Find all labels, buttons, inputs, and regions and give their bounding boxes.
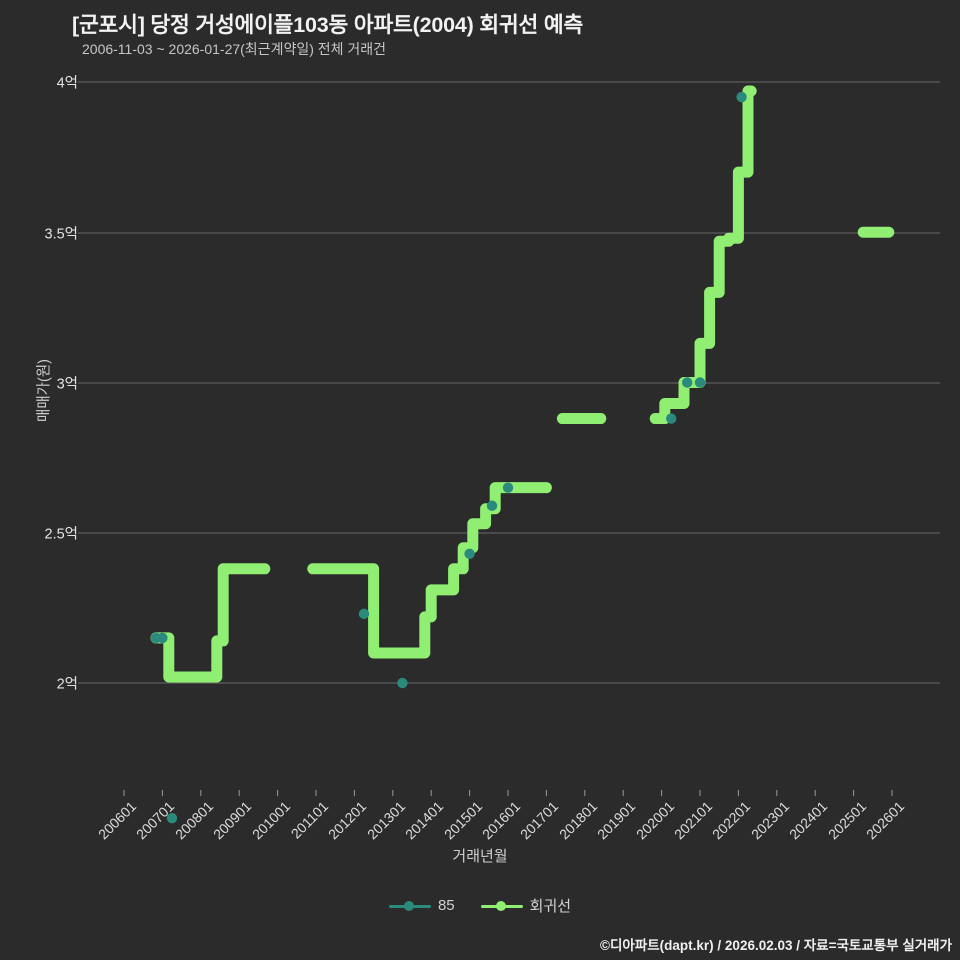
data-point[interactable]: [736, 91, 747, 103]
data-point[interactable]: [694, 377, 706, 388]
data-point[interactable]: [358, 608, 370, 620]
data-point[interactable]: [666, 413, 677, 424]
legend-swatch-icon: [388, 900, 431, 911]
legend-swatch-icon: [480, 900, 523, 911]
data-point[interactable]: [166, 813, 178, 824]
legend-item[interactable]: 회귀선: [480, 895, 572, 916]
data-point[interactable]: [502, 482, 514, 493]
footer-credit: ©디아파트(dapt.kr) / 2026.02.03 / 자료=국토교통부 실…: [600, 938, 952, 953]
y-tick-label: 3억: [56, 376, 78, 393]
data-point[interactable]: [397, 677, 408, 689]
page-subtitle: 2006-11-03 ~ 2026-01-27(최근계약일) 전체 거래건: [82, 41, 387, 57]
page-title: [군포시] 당정 거성에이플103동 아파트(2004) 회귀선 예측: [72, 13, 584, 37]
data-point[interactable]: [486, 500, 498, 511]
y-tick-label: 2억: [56, 676, 78, 693]
chart-legend: 85 회귀선: [0, 895, 960, 916]
data-point[interactable]: [464, 548, 475, 559]
regression-line-segment[interactable]: [649, 85, 757, 425]
regression-line-segment[interactable]: [307, 482, 552, 659]
legend-item[interactable]: 85: [388, 897, 455, 914]
regression-line-segment[interactable]: [150, 563, 271, 683]
y-axis-tick-labels: 4억 3.5억 3억 2.5억 2억: [0, 0, 79, 960]
y-tick-label: 4억: [56, 75, 78, 92]
data-point[interactable]: [682, 377, 693, 388]
legend-label: 85: [437, 897, 455, 914]
x-axis-title: 거래년월: [452, 848, 508, 865]
y-tick-label: 2.5억: [44, 526, 79, 543]
y-tick-label: 3.5억: [44, 226, 79, 243]
legend-label: 회귀선: [529, 898, 572, 915]
data-point[interactable]: [157, 632, 168, 644]
